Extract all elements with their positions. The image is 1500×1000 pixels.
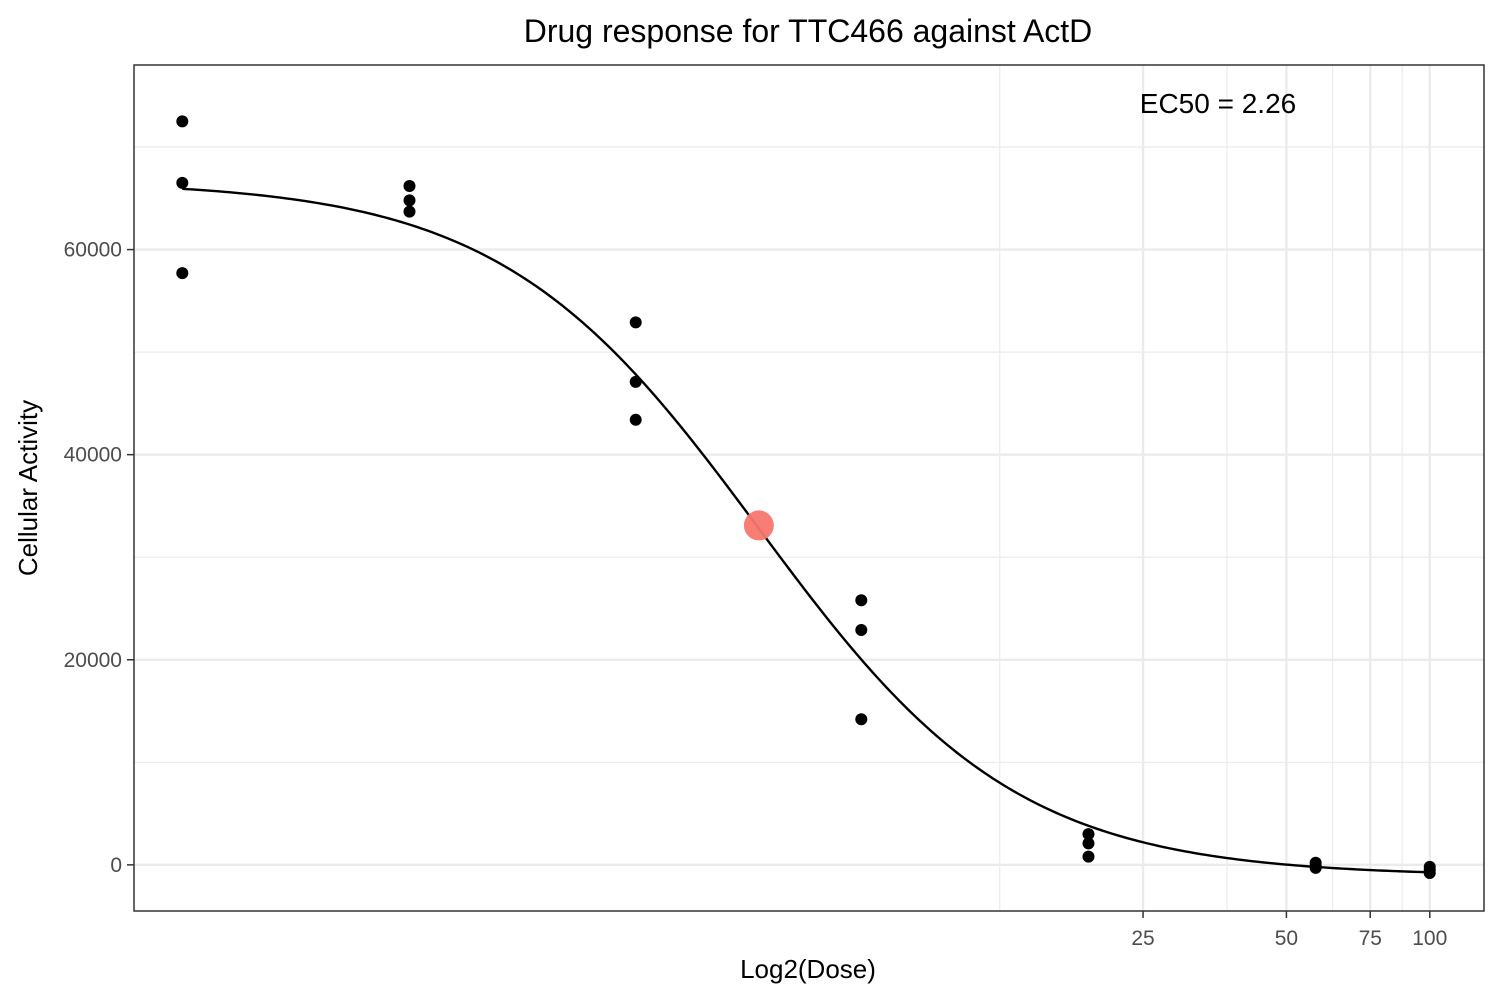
data-point: [403, 180, 416, 193]
y-tick-label: 20000: [64, 649, 122, 672]
grid-layer: [134, 65, 1484, 911]
y-tick-label: 40000: [64, 444, 122, 467]
x-tick-label: 25: [1131, 927, 1154, 950]
data-point: [855, 713, 868, 726]
x-tick-label: 75: [1359, 927, 1382, 950]
data-point: [176, 267, 189, 280]
data-point: [629, 375, 642, 388]
plot-panel-border: [133, 64, 1485, 912]
data-point: [1309, 861, 1322, 874]
y-axis-title: Cellular Activity: [13, 400, 43, 576]
data-point: [403, 194, 416, 207]
x-tick-label: 50: [1275, 927, 1298, 950]
data-point: [855, 594, 868, 607]
ec50-layer: [743, 510, 774, 541]
y-tick-label: 0: [110, 854, 122, 877]
data-point: [629, 413, 642, 426]
fit-curve-layer: [182, 187, 1430, 874]
x-axis-ticks: 25 50 75 100: [1131, 911, 1447, 950]
data-point: [1082, 828, 1095, 841]
data-point: [629, 316, 642, 329]
ec50-marker: [743, 510, 774, 541]
x-axis-title: Log2(Dose): [740, 954, 876, 984]
x-tick-label: 100: [1412, 927, 1447, 950]
data-point: [403, 205, 416, 218]
ec50-annotation: EC50 = 2.26: [1140, 88, 1296, 119]
y-axis-ticks: 0 20000 40000 60000: [64, 239, 134, 877]
fit-curve: [182, 187, 1430, 874]
chart-title: Drug response for TTC466 against ActD: [524, 13, 1093, 49]
y-tick-label: 60000: [64, 239, 122, 262]
data-points-layer: [176, 115, 1436, 880]
data-point: [1082, 837, 1095, 850]
data-point: [855, 624, 868, 637]
data-point: [176, 115, 189, 128]
data-point: [1423, 867, 1436, 880]
data-point: [176, 176, 189, 189]
data-point: [1082, 850, 1095, 863]
